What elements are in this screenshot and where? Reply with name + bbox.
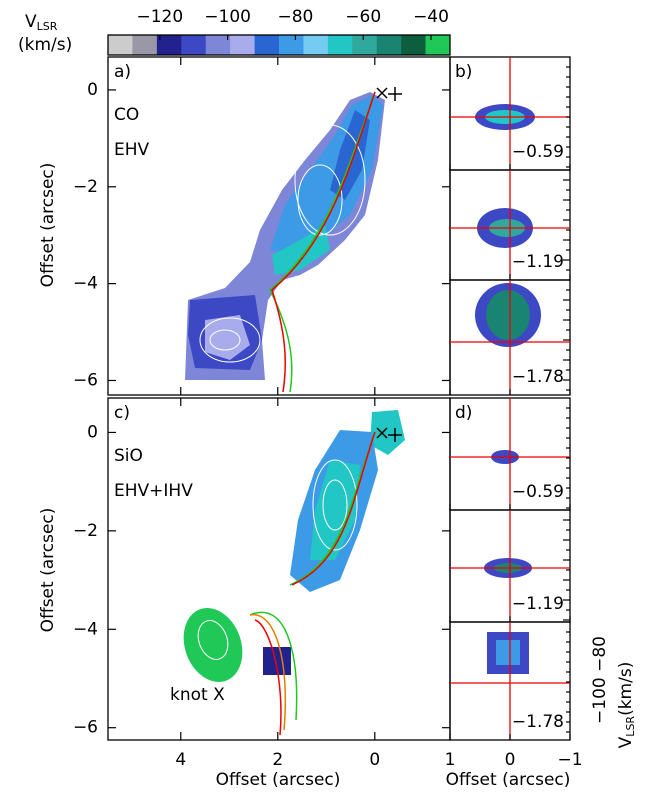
- jet-curves: [249, 87, 402, 736]
- colorbar-cell: [352, 35, 378, 55]
- colorbar-tick-label: −60: [345, 7, 381, 27]
- colorbar-cell: [205, 35, 231, 55]
- x-tick-label: 0: [505, 750, 516, 770]
- velocity-label: −1.78: [512, 367, 564, 387]
- y-tick-label: −4: [73, 619, 98, 639]
- co-map: [185, 92, 385, 380]
- x-tick-label: 0: [369, 750, 380, 770]
- annotation: knot X: [170, 685, 225, 705]
- panel-label: d): [455, 403, 472, 423]
- colorbar-cell: [181, 35, 207, 55]
- colorbar-label-main: V: [25, 12, 37, 32]
- colorbar-tick-label: −40: [413, 7, 449, 27]
- panel-label: c): [114, 403, 130, 423]
- y-tick-label: −2: [73, 521, 98, 541]
- colorbar-tick-label: −120: [137, 7, 184, 27]
- x-axis-title: Offset (arcsec): [216, 770, 341, 790]
- panel-label: b): [455, 62, 472, 82]
- colorbar-cell: [230, 35, 255, 55]
- colorbar-cell: [327, 35, 353, 55]
- colorbar-cell: [254, 35, 280, 55]
- y-axis-title: Offset (arcsec): [38, 508, 58, 633]
- colorbar-frame: [107, 34, 451, 56]
- colorbar-cell: [156, 35, 182, 55]
- species-label: CO: [114, 105, 139, 125]
- side-v-main: V: [616, 736, 636, 748]
- y-tick-label: −6: [73, 370, 98, 390]
- x-axis-title: Offset (arcsec): [446, 770, 571, 790]
- species-label: SiO: [114, 446, 143, 466]
- side-v-unit: (km/s): [616, 662, 636, 716]
- side-v-sub: LSR: [624, 716, 637, 737]
- y-tick-label: −6: [73, 718, 98, 738]
- colorbar-tick-label: −80: [277, 7, 313, 27]
- x-tick-label: −1: [557, 750, 582, 770]
- side-maps: [475, 104, 541, 674]
- side-v-ticks: −100 −80: [590, 636, 610, 724]
- x-tick-label: 4: [175, 750, 186, 770]
- colorbar-label-sub: LSR: [37, 20, 58, 33]
- regime-label: EHV+IHV: [114, 481, 193, 501]
- sio-map: [183, 410, 405, 682]
- colorbar-cell: [132, 35, 158, 55]
- colorbar-cell: [303, 35, 329, 55]
- velocity-label: −1.19: [512, 252, 564, 272]
- velocity-label: −1.78: [512, 712, 564, 732]
- velocity-label: −0.59: [512, 482, 564, 502]
- x-tick-label: 2: [272, 750, 283, 770]
- colorbar-cell: [376, 35, 402, 55]
- y-tick-label: −4: [73, 274, 98, 294]
- panel-frame: [107, 397, 451, 741]
- y-tick-label: 0: [87, 422, 98, 442]
- colorbar-cell: [401, 35, 426, 55]
- velocity-label: −0.59: [512, 142, 564, 162]
- panel-label: a): [114, 62, 131, 82]
- side-v-label: VLSR(km/s): [616, 662, 637, 749]
- colorbar-tick-label: −100: [204, 7, 251, 27]
- colorbar-cell: [108, 35, 133, 55]
- colorbar-unit: (km/s): [18, 35, 72, 55]
- x-tick-label: 1: [445, 750, 456, 770]
- colorbar-label: VLSR: [25, 12, 58, 33]
- regime-label: EHV: [114, 140, 150, 160]
- colorbar-cell: [425, 35, 451, 55]
- y-tick-label: −2: [73, 177, 98, 197]
- colorbar-cell: [279, 35, 304, 55]
- y-tick-label: 0: [87, 80, 98, 100]
- y-axis-title: Offset (arcsec): [38, 163, 58, 288]
- velocity-label: −1.19: [512, 594, 564, 614]
